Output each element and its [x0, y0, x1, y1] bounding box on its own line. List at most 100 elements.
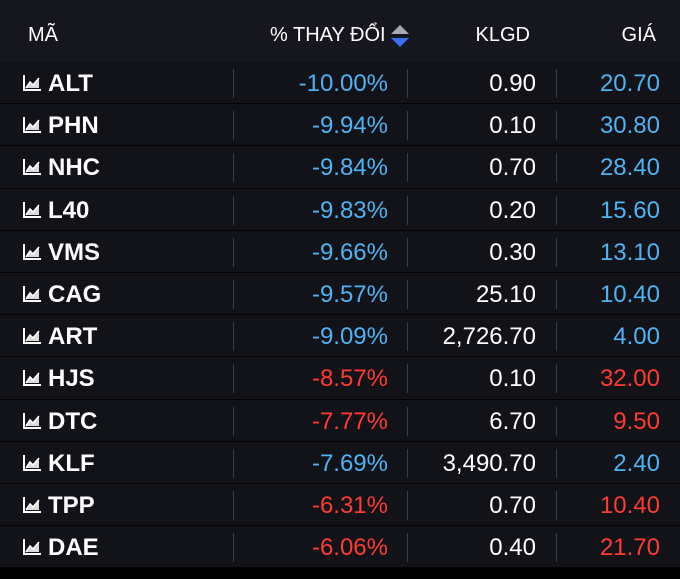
column-divider	[233, 448, 234, 478]
column-header-price[interactable]: GIÁ	[621, 24, 656, 46]
stock-symbol[interactable]: KLF	[22, 442, 95, 484]
column-divider	[233, 153, 234, 183]
table-header: MÃ % THAY ĐỔI KLGD GIÁ	[0, 0, 680, 62]
table-row[interactable]: DAE -6.06% 0.40 21.70	[0, 526, 680, 569]
stock-symbol[interactable]: DAE	[22, 526, 99, 568]
line-chart-icon[interactable]	[22, 158, 42, 176]
table-row[interactable]: HJS -8.57% 0.10 32.00	[0, 357, 680, 400]
column-divider	[233, 195, 234, 225]
stock-price: 32.00	[599, 365, 660, 393]
stock-price: 9.50	[613, 407, 660, 435]
trading-volume: 3,490.70	[442, 449, 536, 477]
line-chart-icon[interactable]	[22, 201, 42, 219]
column-divider	[233, 279, 234, 309]
line-chart-icon[interactable]	[22, 454, 42, 472]
table-row[interactable]: CAG -9.57% 25.10 10.40	[0, 272, 680, 316]
column-header-volume[interactable]: KLGD	[475, 24, 530, 46]
column-divider	[233, 111, 234, 141]
stock-symbol-text: NHC	[48, 154, 100, 182]
line-chart-icon[interactable]	[22, 243, 42, 261]
column-divider	[233, 237, 234, 267]
line-chart-icon[interactable]	[22, 116, 42, 134]
stock-symbol[interactable]: L40	[22, 189, 89, 231]
column-divider	[233, 533, 234, 563]
table-row[interactable]: TPP -6.31% 0.70 10.40	[0, 483, 680, 527]
column-divider	[233, 490, 234, 520]
line-chart-icon[interactable]	[22, 538, 42, 556]
sort-up-down-icon[interactable]	[390, 24, 410, 48]
table-row[interactable]: KLF -7.69% 3,490.70 2.40	[0, 441, 680, 484]
trading-volume: 6.70	[489, 407, 536, 435]
column-header-change[interactable]: % THAY ĐỔI	[270, 24, 386, 46]
line-chart-icon[interactable]	[22, 327, 42, 345]
stock-symbol[interactable]: NHC	[22, 146, 100, 188]
stock-symbol-text: DTC	[48, 407, 98, 435]
change-percent: -7.77%	[311, 407, 388, 435]
column-divider	[556, 69, 557, 98]
column-divider	[556, 153, 557, 183]
stock-symbol[interactable]: DTC	[22, 400, 97, 442]
stock-price: 2.40	[613, 449, 660, 477]
trading-volume: 0.90	[489, 70, 536, 97]
stock-symbol-text: PHN	[48, 112, 99, 140]
column-divider	[556, 195, 557, 225]
column-divider	[233, 364, 234, 394]
stock-price: 28.40	[599, 154, 660, 182]
change-percent: -6.06%	[311, 534, 388, 562]
stock-price: 20.70	[599, 70, 660, 97]
stock-price: 10.40	[599, 280, 660, 308]
table-row[interactable]: ART -9.09% 2,726.70 4.00	[0, 315, 680, 358]
line-chart-icon[interactable]	[22, 74, 42, 92]
stock-symbol-text: KLF	[48, 449, 95, 477]
line-chart-icon[interactable]	[22, 369, 42, 387]
column-divider	[233, 322, 234, 352]
stock-price: 4.00	[613, 323, 660, 351]
change-percent: -9.94%	[311, 112, 388, 140]
column-divider	[407, 237, 408, 267]
column-divider	[233, 69, 234, 98]
stock-symbol[interactable]: CAG	[22, 273, 101, 315]
line-chart-icon[interactable]	[22, 285, 42, 303]
trading-volume: 0.70	[489, 154, 536, 182]
table-row[interactable]: PHN -9.94% 0.10 30.80	[0, 104, 680, 147]
column-divider	[233, 406, 234, 436]
line-chart-icon[interactable]	[22, 412, 42, 430]
column-divider	[407, 490, 408, 520]
table-row[interactable]: DTC -7.77% 6.70 9.50	[0, 399, 680, 442]
column-divider	[407, 448, 408, 478]
column-divider	[407, 69, 408, 98]
line-chart-icon[interactable]	[22, 496, 42, 514]
change-percent: -9.09%	[311, 323, 388, 351]
stock-symbol-text: ALT	[48, 70, 93, 97]
table-row[interactable]: ALT -10.00% 0.90 20.70	[0, 62, 680, 105]
column-divider	[556, 448, 557, 478]
stock-symbol-text: L40	[48, 196, 90, 224]
column-divider	[556, 533, 557, 563]
column-header-symbol[interactable]: MÃ	[28, 24, 58, 46]
stock-symbol[interactable]: ALT	[22, 62, 93, 104]
stock-symbol-text: ART	[48, 323, 98, 351]
stock-symbol[interactable]: PHN	[22, 104, 99, 146]
change-percent: -8.57%	[311, 365, 388, 393]
table-row[interactable]: NHC -9.84% 0.70 28.40	[0, 146, 680, 189]
stock-symbol[interactable]: VMS	[22, 231, 100, 273]
stock-symbol-text: DAE	[48, 534, 99, 562]
stock-symbol-text: TPP	[48, 491, 95, 519]
stock-symbol[interactable]: HJS	[22, 357, 95, 399]
table-row[interactable]: L40 -9.83% 0.20 15.60	[0, 188, 680, 231]
stock-symbol-text: CAG	[48, 280, 102, 308]
column-divider	[407, 153, 408, 183]
column-divider	[407, 406, 408, 436]
stock-symbol-text: HJS	[48, 365, 95, 393]
stock-price: 10.40	[599, 491, 660, 519]
stock-symbol[interactable]: ART	[22, 315, 97, 357]
change-percent: -9.84%	[311, 154, 388, 182]
table-row[interactable]: VMS -9.66% 0.30 13.10	[0, 230, 680, 273]
stock-symbol[interactable]: TPP	[22, 484, 95, 526]
trading-volume: 0.10	[489, 112, 536, 140]
change-percent: -9.83%	[311, 196, 388, 224]
change-percent: -9.57%	[311, 280, 388, 308]
column-divider	[407, 533, 408, 563]
column-divider	[556, 237, 557, 267]
